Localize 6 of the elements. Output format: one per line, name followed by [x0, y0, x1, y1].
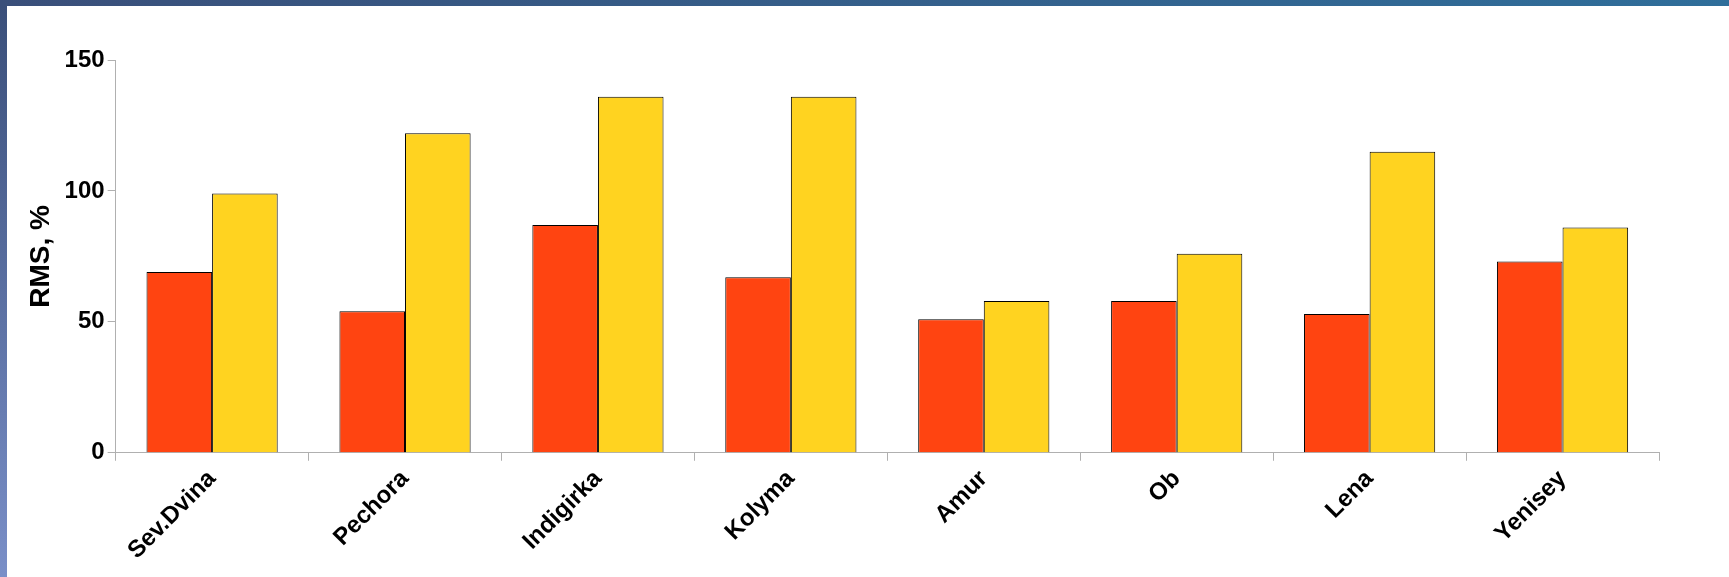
x-tick-label: Ob — [1142, 464, 1185, 507]
y-tick-label: 100 — [64, 175, 105, 203]
y-tick-label: 0 — [91, 437, 105, 465]
y-axis-title: RMS, % — [23, 204, 55, 308]
y-tick-label: 150 — [64, 44, 105, 72]
y-tick-label: 50 — [77, 306, 105, 334]
